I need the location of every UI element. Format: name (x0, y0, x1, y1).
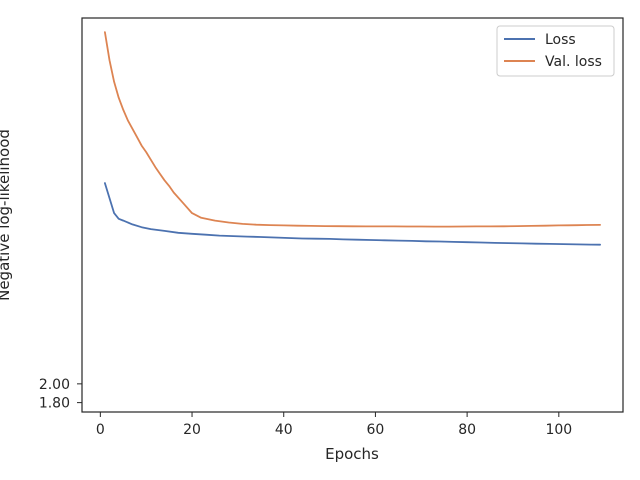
y-axis-ticks: 1.80 2.00 (39, 377, 82, 412)
x-tick-label: 100 (545, 422, 572, 438)
x-axis-ticks: 0 20 40 60 80 100 (96, 412, 572, 438)
y-tick-label: 1.80 (39, 396, 70, 412)
series-line-loss (104, 182, 601, 246)
x-axis-label: Epochs (325, 445, 379, 463)
y-axis-label: Negative log-likelihood (0, 129, 13, 301)
y-tick-label: 2.00 (39, 377, 70, 393)
x-tick-label: 0 (96, 422, 105, 438)
legend: Loss Val. loss (496, 25, 615, 77)
legend-label-val-loss: Val. loss (545, 54, 602, 70)
series-layer (104, 31, 601, 246)
legend-label-loss: Loss (545, 32, 576, 48)
x-tick-label: 80 (458, 422, 476, 438)
x-tick-label: 20 (183, 422, 201, 438)
x-tick-label: 60 (367, 422, 385, 438)
plot-area (81, 17, 624, 413)
series-line-val-loss (104, 31, 601, 228)
x-tick-label: 40 (275, 422, 293, 438)
